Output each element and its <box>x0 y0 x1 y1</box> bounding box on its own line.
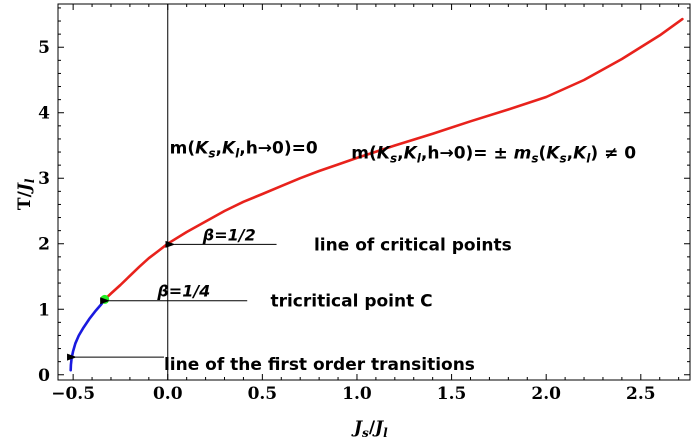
region-label-text: , <box>397 144 403 164</box>
y-axis-label-den-sub: l <box>23 178 37 183</box>
x-axis-label: Js/Jl <box>351 418 388 440</box>
annotation-label-first-order: line of the first order transitions <box>164 355 475 375</box>
y-tick-label: 5 <box>38 38 50 58</box>
tricritical-point-marker <box>100 294 110 304</box>
first-order-transition-line <box>69 298 106 372</box>
region-label-subscript: s <box>559 152 566 166</box>
x-tick-label: 0.5 <box>248 384 278 404</box>
x-axis-label-den: J <box>372 418 384 438</box>
x-tick-label: −0.5 <box>51 384 95 404</box>
region-label-text: ) ≠ 0 <box>590 144 636 164</box>
region-label-text: m( <box>170 138 195 158</box>
region-label-disordered: m(Ks,Kl,h→0)=0 <box>170 138 318 160</box>
y-axis-label: T/Jl <box>15 178 37 210</box>
annotation-beta-tricritical: β=1/4 <box>156 282 210 301</box>
x-axis-label-den-sub: l <box>383 426 388 440</box>
region-label-subscript: s <box>390 152 397 166</box>
region-label-symbol: K <box>377 144 392 164</box>
annotation-label-tricritical: tricritical point C <box>270 292 432 312</box>
x-tick-label: 2.5 <box>626 384 656 404</box>
y-axis-label-sep: / <box>15 190 35 197</box>
x-tick-label: 2.0 <box>531 384 561 404</box>
y-tick-label: 0 <box>38 366 50 386</box>
region-label-subscript: l <box>235 146 240 160</box>
region-label-symbol: K <box>222 138 237 158</box>
region-label-symbol: m <box>514 144 532 164</box>
region-label-symbol: K <box>195 138 210 158</box>
y-axis-label-main: T <box>15 197 35 210</box>
region-label-subscript: s <box>208 146 215 160</box>
x-axis-label-main: J <box>351 418 363 438</box>
region-label-ordered: m(Ks,Kl,h→0)= ± ms(Ks,Kl) ≠ 0 <box>351 144 636 166</box>
y-tick-label: 4 <box>38 104 50 124</box>
x-axis-label-sep: / <box>369 418 376 438</box>
y-tick-label: 2 <box>38 235 50 255</box>
region-label-text: , <box>567 144 573 164</box>
x-tick-label: 1.5 <box>437 384 467 404</box>
region-label-subscript: l <box>417 152 422 166</box>
region-label-text: ( <box>539 144 547 164</box>
region-label-text: ,h→0)= ± <box>421 144 514 164</box>
region-label-subscript: s <box>531 152 538 166</box>
region-label-symbol: K <box>573 144 588 164</box>
x-tick-label: 0.0 <box>153 384 183 404</box>
region-label-symbol: K <box>404 144 419 164</box>
y-tick-label: 3 <box>38 169 50 189</box>
annotation-beta-critical: β=1/2 <box>202 225 256 244</box>
region-label-symbol: K <box>546 144 561 164</box>
region-label-text: m( <box>351 144 376 164</box>
annotation-label-critical: line of critical points <box>314 235 512 255</box>
region-label-text: , <box>215 138 221 158</box>
x-axis-label-sub: s <box>362 426 369 440</box>
x-tick-label: 1.0 <box>342 384 372 404</box>
region-label-subscript: l <box>586 152 591 166</box>
plot-frame <box>57 3 691 381</box>
y-tick-label: 1 <box>38 300 50 320</box>
region-label-text: ,h→0)=0 <box>239 138 318 158</box>
y-axis-label-den: J <box>15 182 35 194</box>
critical-line <box>103 17 684 301</box>
